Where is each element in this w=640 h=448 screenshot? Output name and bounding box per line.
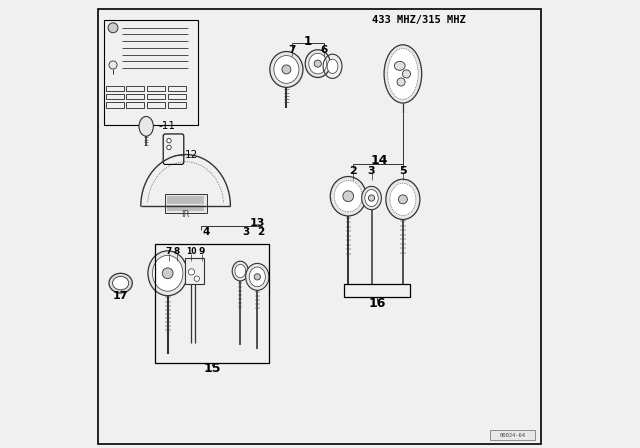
Bar	[168, 86, 186, 91]
Text: 4: 4	[202, 227, 209, 237]
Text: 00024-64: 00024-64	[500, 432, 525, 438]
Ellipse shape	[188, 269, 195, 275]
Text: 2: 2	[257, 227, 264, 237]
Ellipse shape	[343, 191, 353, 202]
Ellipse shape	[384, 45, 422, 103]
Ellipse shape	[254, 274, 260, 280]
Ellipse shape	[109, 61, 117, 69]
Ellipse shape	[249, 267, 266, 287]
Text: 16: 16	[368, 297, 385, 310]
Text: 15: 15	[204, 362, 221, 375]
Ellipse shape	[403, 70, 410, 78]
Ellipse shape	[113, 276, 129, 290]
Text: 7: 7	[289, 45, 296, 55]
Bar	[344, 284, 410, 297]
Text: 10: 10	[186, 247, 196, 256]
Text: 1: 1	[304, 34, 312, 48]
Ellipse shape	[167, 138, 172, 143]
Bar	[106, 86, 124, 91]
Ellipse shape	[282, 65, 291, 74]
Bar	[127, 86, 145, 91]
Bar	[106, 94, 124, 99]
Ellipse shape	[167, 145, 172, 150]
Text: 14: 14	[371, 154, 388, 167]
Ellipse shape	[309, 53, 327, 74]
Bar	[104, 20, 198, 125]
Ellipse shape	[314, 60, 321, 67]
Text: 3: 3	[243, 227, 250, 237]
Ellipse shape	[388, 48, 418, 99]
Ellipse shape	[148, 251, 188, 296]
Ellipse shape	[305, 50, 330, 78]
Ellipse shape	[139, 116, 154, 136]
Text: 6: 6	[320, 45, 327, 55]
Ellipse shape	[330, 177, 366, 216]
Bar	[147, 94, 165, 99]
Ellipse shape	[270, 52, 303, 87]
Text: 17: 17	[113, 291, 129, 301]
Ellipse shape	[397, 78, 405, 86]
Text: 9: 9	[199, 247, 205, 256]
Text: 3: 3	[368, 166, 375, 176]
Ellipse shape	[398, 195, 408, 204]
Ellipse shape	[109, 273, 132, 293]
Bar	[127, 102, 145, 108]
Text: 8: 8	[173, 247, 180, 256]
Text: 2: 2	[349, 166, 356, 176]
Ellipse shape	[386, 179, 420, 220]
Bar	[168, 94, 186, 99]
Bar	[127, 94, 145, 99]
Text: 7: 7	[165, 247, 172, 256]
Ellipse shape	[369, 195, 374, 201]
Ellipse shape	[152, 255, 183, 291]
Text: IR: IR	[181, 210, 190, 219]
FancyBboxPatch shape	[163, 134, 184, 164]
Ellipse shape	[365, 190, 378, 207]
Bar	[147, 102, 165, 108]
Ellipse shape	[246, 263, 269, 290]
Ellipse shape	[394, 61, 405, 70]
Bar	[106, 102, 124, 108]
Ellipse shape	[232, 261, 248, 281]
Text: 12: 12	[185, 150, 198, 159]
Ellipse shape	[362, 186, 381, 210]
Bar	[164, 194, 207, 213]
Text: 13: 13	[250, 218, 265, 228]
Bar	[147, 86, 165, 91]
Ellipse shape	[163, 268, 173, 279]
Ellipse shape	[274, 56, 299, 83]
Bar	[155, 244, 269, 363]
Ellipse shape	[108, 23, 118, 33]
Bar	[168, 102, 186, 108]
Text: 5: 5	[399, 166, 406, 176]
Bar	[490, 430, 535, 440]
Text: -11: -11	[159, 121, 176, 131]
Bar	[185, 258, 204, 284]
Ellipse shape	[327, 59, 338, 73]
Text: 433 MHZ/315 MHZ: 433 MHZ/315 MHZ	[372, 15, 465, 25]
Ellipse shape	[235, 264, 246, 278]
Ellipse shape	[334, 181, 362, 212]
Ellipse shape	[390, 183, 416, 215]
Ellipse shape	[194, 276, 200, 281]
